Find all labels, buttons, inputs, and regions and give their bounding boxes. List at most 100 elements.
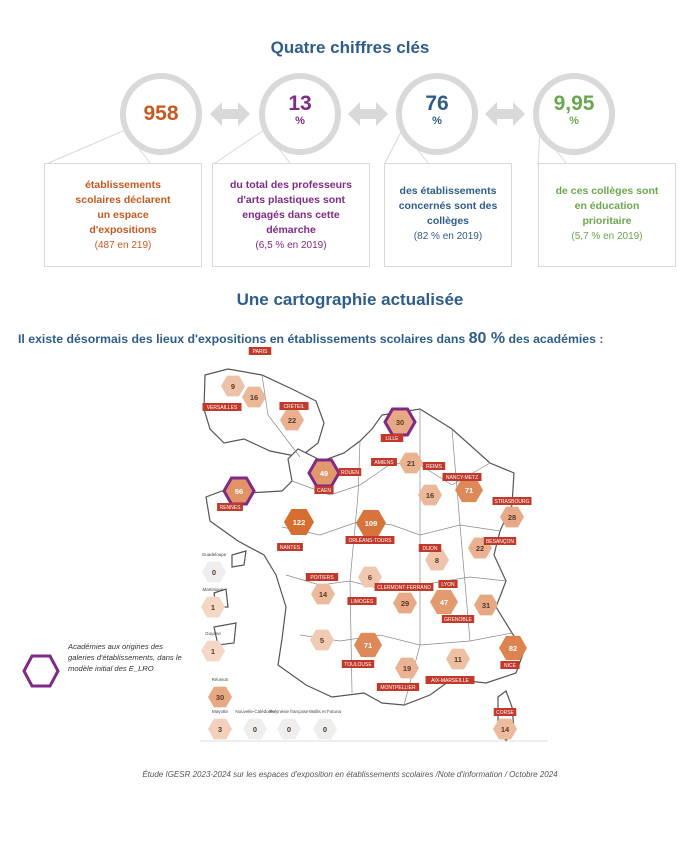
box-line: engagés dans cette (242, 209, 340, 221)
region-label-bg (248, 347, 272, 355)
region-label-bg (345, 536, 395, 544)
figure-box-2: du total des professeurs d'arts plastiqu… (212, 163, 370, 267)
box-sub: (5,7 % en 2019) (571, 231, 643, 242)
region-value: 0 (323, 725, 327, 734)
region-hexagon (201, 596, 225, 618)
region-hexagon (500, 506, 524, 528)
region-value: 22 (476, 544, 484, 553)
overseas-label: Martinique (202, 587, 224, 592)
double-arrow-icon (210, 102, 250, 126)
region-hexagon (222, 476, 256, 506)
region-label: LIMOGES (351, 599, 374, 605)
figure-box-1: établissements scolaires déclarent un es… (44, 163, 202, 267)
region-label: CRÉTEIL (283, 403, 304, 410)
overseas-label: Mayotte (212, 709, 229, 714)
heading-key-figures: Quatre chiffres clés (270, 38, 430, 57)
region-value: 30 (216, 693, 224, 702)
region-hexagon (277, 718, 301, 740)
region-value: 3 (218, 725, 222, 734)
region-value: 5 (320, 636, 324, 645)
box-sub: (6,5 % en 2019) (255, 240, 327, 251)
region-hexagon (418, 484, 442, 506)
region-hexagon (208, 718, 232, 740)
region-value: 56 (235, 487, 243, 496)
region-hexagon (242, 386, 266, 408)
region-label: LYON (441, 582, 455, 588)
legend-hexagon-icon (22, 654, 60, 688)
region-hexagon (201, 640, 225, 662)
intro-before: Il existe désormais des lieux d'expositi… (18, 332, 469, 346)
region-value: 11 (454, 655, 462, 664)
figure-unit-4: % (569, 115, 579, 127)
region-value: 29 (401, 599, 409, 608)
region-label-bg (493, 708, 517, 716)
region-hexagon (474, 594, 498, 616)
region-label: LILLE (385, 436, 399, 442)
overseas-label: Nouvelle-Calédonie (235, 709, 275, 714)
region-hexagon (455, 477, 483, 503)
source-footer: Étude IGESR 2023-2024 sur les espaces d'… (142, 770, 558, 779)
region-value: 47 (440, 598, 448, 607)
region-label-bg (277, 543, 303, 551)
region-label-bg (314, 486, 334, 494)
overseas-label: Polynésie française (269, 709, 309, 714)
region-hexagon (284, 509, 314, 535)
region-value: 6 (368, 573, 372, 582)
figure-circle-3: 76 % (396, 73, 478, 155)
region-value: 16 (426, 491, 434, 500)
region-value: 71 (364, 641, 372, 650)
region-hexagon (395, 657, 419, 679)
box-line: d'expositions (89, 224, 157, 236)
region-label-bg (492, 497, 532, 505)
region-label: TOULOUSE (344, 662, 372, 668)
region-label: AIX-MARSEILLE (431, 678, 469, 684)
figure-box-4: de ces collèges sont en éducation priori… (538, 163, 676, 267)
box-line: en éducation (574, 200, 640, 212)
region-value: 19 (403, 664, 411, 673)
region-label-bg (341, 660, 375, 668)
region-label: STRASBOURG (494, 499, 529, 505)
region-label: NANTES (280, 545, 301, 551)
region-hexagon (311, 583, 335, 605)
figure-unit-2: % (295, 115, 305, 127)
region-hexagon (499, 635, 527, 661)
region-label: CLERMONT-FERRAND (377, 585, 431, 591)
region-label: AMIENS (374, 460, 394, 466)
region-label-bg (500, 661, 520, 669)
region-hexagon (356, 510, 386, 536)
box-line: établissements (85, 179, 161, 191)
region-label: RENNES (220, 505, 242, 511)
region-label-bg (376, 683, 420, 691)
region-value: 16 (250, 393, 258, 402)
box-line: un espace (97, 209, 149, 221)
connectors (43, 102, 567, 166)
box-line: d'arts plastiques sont (236, 194, 346, 206)
figure-box-3: des établissements concernés sont des co… (384, 163, 512, 267)
overseas-label: Guyane (205, 631, 221, 636)
region-hexagon (430, 589, 458, 615)
overseas-label: Réunion (212, 677, 229, 682)
region-hexagon (221, 375, 245, 397)
region-label: CAEN (317, 488, 331, 494)
box-line: des établissements (399, 185, 497, 197)
region-value: 31 (482, 601, 490, 610)
region-label-bg (305, 573, 339, 581)
region-hexagon (383, 407, 417, 437)
region-value: 49 (320, 469, 328, 478)
region-label-bg (202, 403, 242, 411)
region-label-bg (483, 537, 517, 545)
figure-value-3: 76 (425, 92, 449, 115)
figure-value-2: 13 (288, 92, 312, 115)
intro-highlight: 80 % (468, 330, 506, 347)
region-value: 0 (287, 725, 291, 734)
region-label: ROUEN (341, 470, 359, 476)
region-value: 1 (211, 603, 215, 612)
region-label-bg (347, 597, 377, 605)
box-line: de ces collèges sont (555, 185, 659, 197)
region-label-bg (425, 676, 475, 684)
region-label: NANCY-METZ (446, 475, 478, 481)
region-hexagon (425, 549, 449, 571)
region-value: 82 (509, 644, 517, 653)
region-hexagon (313, 718, 337, 740)
guyane-outline (213, 622, 237, 646)
